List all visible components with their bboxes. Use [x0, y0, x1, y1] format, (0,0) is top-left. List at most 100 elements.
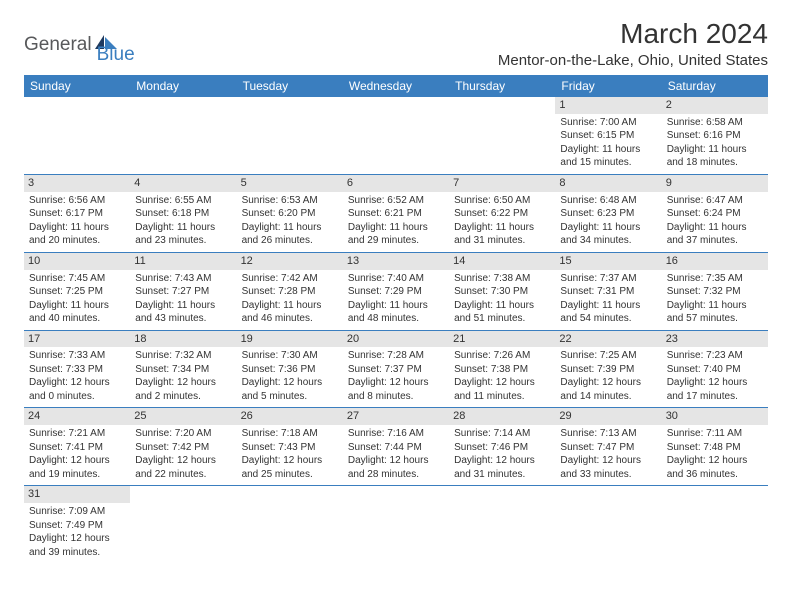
calendar-row: 17Sunrise: 7:33 AMSunset: 7:33 PMDayligh…: [24, 330, 768, 408]
day-details: Sunrise: 6:52 AMSunset: 6:21 PMDaylight:…: [348, 194, 444, 248]
calendar-cell: [449, 486, 555, 563]
day-number: 29: [555, 408, 661, 425]
col-sunday: Sunday: [24, 75, 130, 97]
day-details: Sunrise: 7:45 AMSunset: 7:25 PMDaylight:…: [29, 272, 125, 326]
day-number: 19: [237, 331, 343, 348]
day-number: 21: [449, 331, 555, 348]
day-details: Sunrise: 7:00 AMSunset: 6:15 PMDaylight:…: [560, 116, 656, 170]
calendar-cell: [449, 97, 555, 174]
day-details: Sunrise: 7:32 AMSunset: 7:34 PMDaylight:…: [135, 349, 231, 403]
calendar-cell: 23Sunrise: 7:23 AMSunset: 7:40 PMDayligh…: [662, 330, 768, 408]
calendar-cell: 8 Sunrise: 6:48 AMSunset: 6:23 PMDaylight…: [555, 174, 661, 252]
day-number: 24: [24, 408, 130, 425]
day-number: 1: [555, 97, 661, 114]
day-number: 25: [130, 408, 236, 425]
col-friday: Friday: [555, 75, 661, 97]
day-details: Sunrise: 7:42 AMSunset: 7:28 PMDaylight:…: [242, 272, 338, 326]
title-block: March 2024 Mentor-on-the-Lake, Ohio, Uni…: [498, 18, 768, 69]
calendar-cell: 27 Sunrise: 7:16 AMSunset: 7:44 PMDayligh…: [343, 408, 449, 486]
calendar-cell: 10Sunrise: 7:45 AMSunset: 7:25 PMDayligh…: [24, 252, 130, 330]
calendar-cell: [343, 486, 449, 563]
day-details: Sunrise: 6:58 AMSunset: 6:16 PMDaylight:…: [667, 116, 763, 170]
calendar-cell: [343, 97, 449, 174]
day-details: Sunrise: 7:11 AMSunset: 7:48 PMDaylight:…: [667, 427, 763, 481]
calendar-cell: 31Sunrise: 7:09 AMSunset: 7:49 PMDayligh…: [24, 486, 130, 563]
day-number: 20: [343, 331, 449, 348]
calendar-table: Sunday Monday Tuesday Wednesday Thursday…: [24, 75, 768, 563]
calendar-cell: 18Sunrise: 7:32 AMSunset: 7:34 PMDayligh…: [130, 330, 236, 408]
day-number: 28: [449, 408, 555, 425]
calendar-cell: 13 Sunrise: 7:40 AMSunset: 7:29 PMDayligh…: [343, 252, 449, 330]
day-number: 13: [343, 253, 449, 270]
day-number: 8: [555, 175, 661, 192]
day-number: 30: [662, 408, 768, 425]
day-details: Sunrise: 7:33 AMSunset: 7:33 PMDaylight:…: [29, 349, 125, 403]
day-details: Sunrise: 7:14 AMSunset: 7:46 PMDaylight:…: [454, 427, 550, 481]
calendar-header-row: Sunday Monday Tuesday Wednesday Thursday…: [24, 75, 768, 97]
calendar-cell: [237, 97, 343, 174]
day-details: Sunrise: 6:56 AMSunset: 6:17 PMDaylight:…: [29, 194, 125, 248]
calendar-cell: 12Sunrise: 7:42 AMSunset: 7:28 PMDayligh…: [237, 252, 343, 330]
day-number: 14: [449, 253, 555, 270]
calendar-cell: [24, 97, 130, 174]
day-number: 7: [449, 175, 555, 192]
calendar-cell: 29 Sunrise: 7:13 AMSunset: 7:47 PMDayligh…: [555, 408, 661, 486]
day-details: Sunrise: 7:26 AMSunset: 7:38 PMDaylight:…: [454, 349, 550, 403]
day-details: Sunrise: 7:23 AMSunset: 7:40 PMDaylight:…: [667, 349, 763, 403]
calendar-cell: 9 Sunrise: 6:47 AMSunset: 6:24 PMDaylight…: [662, 174, 768, 252]
day-number: 16: [662, 253, 768, 270]
brand-text-1: General: [24, 34, 92, 56]
day-number: 23: [662, 331, 768, 348]
day-details: Sunrise: 7:40 AMSunset: 7:29 PMDaylight:…: [348, 272, 444, 326]
calendar-cell: 17Sunrise: 7:33 AMSunset: 7:33 PMDayligh…: [24, 330, 130, 408]
day-details: Sunrise: 7:20 AMSunset: 7:42 PMDaylight:…: [135, 427, 231, 481]
calendar-cell: 22Sunrise: 7:25 AMSunset: 7:39 PMDayligh…: [555, 330, 661, 408]
day-number: 5: [237, 175, 343, 192]
calendar-cell: [555, 486, 661, 563]
brand-text-2: Blue: [97, 44, 135, 66]
calendar-cell: [662, 486, 768, 563]
calendar-cell: 21Sunrise: 7:26 AMSunset: 7:38 PMDayligh…: [449, 330, 555, 408]
day-details: Sunrise: 7:21 AMSunset: 7:41 PMDaylight:…: [29, 427, 125, 481]
calendar-cell: 19Sunrise: 7:30 AMSunset: 7:36 PMDayligh…: [237, 330, 343, 408]
col-tuesday: Tuesday: [237, 75, 343, 97]
day-number: 3: [24, 175, 130, 192]
calendar-cell: [130, 97, 236, 174]
day-details: Sunrise: 6:48 AMSunset: 6:23 PMDaylight:…: [560, 194, 656, 248]
day-details: Sunrise: 7:13 AMSunset: 7:47 PMDaylight:…: [560, 427, 656, 481]
day-number: 18: [130, 331, 236, 348]
day-details: Sunrise: 6:50 AMSunset: 6:22 PMDaylight:…: [454, 194, 550, 248]
calendar-cell: 30 Sunrise: 7:11 AMSunset: 7:48 PMDayligh…: [662, 408, 768, 486]
day-number: 4: [130, 175, 236, 192]
col-thursday: Thursday: [449, 75, 555, 97]
calendar-cell: 25 Sunrise: 7:20 AMSunset: 7:42 PMDayligh…: [130, 408, 236, 486]
day-number: 22: [555, 331, 661, 348]
day-details: Sunrise: 7:16 AMSunset: 7:44 PMDaylight:…: [348, 427, 444, 481]
day-number: 26: [237, 408, 343, 425]
page-title: March 2024: [498, 18, 768, 50]
calendar-cell: [237, 486, 343, 563]
day-details: Sunrise: 7:37 AMSunset: 7:31 PMDaylight:…: [560, 272, 656, 326]
day-details: Sunrise: 6:53 AMSunset: 6:20 PMDaylight:…: [242, 194, 338, 248]
day-details: Sunrise: 7:43 AMSunset: 7:27 PMDaylight:…: [135, 272, 231, 326]
day-number: 31: [24, 486, 130, 503]
col-saturday: Saturday: [662, 75, 768, 97]
calendar-cell: 14Sunrise: 7:38 AMSunset: 7:30 PMDayligh…: [449, 252, 555, 330]
calendar-cell: 4Sunrise: 6:55 AMSunset: 6:18 PMDaylight…: [130, 174, 236, 252]
day-details: Sunrise: 7:30 AMSunset: 7:36 PMDaylight:…: [242, 349, 338, 403]
calendar-row: 31Sunrise: 7:09 AMSunset: 7:49 PMDayligh…: [24, 486, 768, 563]
calendar-cell: 16Sunrise: 7:35 AMSunset: 7:32 PMDayligh…: [662, 252, 768, 330]
calendar-cell: 26Sunrise: 7:18 AMSunset: 7:43 PMDayligh…: [237, 408, 343, 486]
col-wednesday: Wednesday: [343, 75, 449, 97]
day-details: Sunrise: 6:47 AMSunset: 6:24 PMDaylight:…: [667, 194, 763, 248]
location-label: Mentor-on-the-Lake, Ohio, United States: [498, 52, 768, 69]
calendar-cell: 15 Sunrise: 7:37 AMSunset: 7:31 PMDayligh…: [555, 252, 661, 330]
calendar-row: 1 Sunrise: 7:00 AMSunset: 6:15 PMDaylight…: [24, 97, 768, 174]
day-number: 27: [343, 408, 449, 425]
day-number: 15: [555, 253, 661, 270]
day-details: Sunrise: 7:28 AMSunset: 7:37 PMDaylight:…: [348, 349, 444, 403]
day-number: 9: [662, 175, 768, 192]
day-number: 17: [24, 331, 130, 348]
calendar-cell: 11Sunrise: 7:43 AMSunset: 7:27 PMDayligh…: [130, 252, 236, 330]
calendar-cell: 28 Sunrise: 7:14 AMSunset: 7:46 PMDayligh…: [449, 408, 555, 486]
